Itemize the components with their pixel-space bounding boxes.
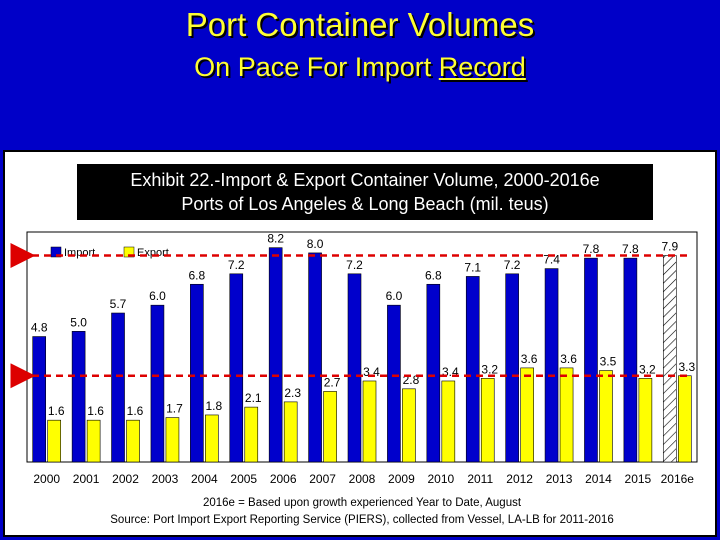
import-data-label: 7.1 [464, 260, 481, 274]
subtitle-underlined-word: Record [438, 52, 526, 82]
x-tick-label: 2002 [112, 472, 139, 486]
x-tick-label: 2013 [546, 472, 573, 486]
chart-note: 2016e = Based upon growth experienced Ye… [202, 497, 522, 509]
export-bar [323, 391, 337, 463]
import-data-label: 5.7 [110, 297, 127, 311]
import-bar [71, 331, 86, 463]
import-bar [150, 304, 165, 463]
export-bar [559, 367, 574, 463]
x-tick-label: 2005 [230, 472, 257, 486]
export-data-label: 1.6 [87, 404, 104, 418]
chart-source: Source: Port Import Export Reporting Ser… [110, 514, 614, 526]
export-data-label: 3.5 [600, 355, 617, 369]
export-data-label: 2.1 [245, 391, 262, 405]
legend-swatch-import [50, 246, 62, 258]
bar-chart: 4.8 1.6 2000 5.0 1.6 2001 5.7 1.6 2002 6.0 1.7 2003… [10, 231, 698, 486]
import-bar [387, 304, 401, 463]
import-bar [308, 252, 322, 463]
export-data-label: 3.4 [363, 365, 380, 379]
legend-label-export: Export [137, 247, 169, 259]
import-bar [505, 273, 519, 463]
x-tick-label: 2001 [73, 472, 100, 486]
x-tick-label: 2014 [585, 472, 612, 486]
import-data-label: 6.8 [425, 268, 442, 282]
chart-frame: Exhibit 22.-Import & Export Container Vo… [3, 150, 717, 537]
import-bar [190, 283, 204, 463]
import-bar [662, 255, 677, 463]
import-data-label: 7.8 [622, 242, 639, 256]
x-tick-label: 2003 [152, 472, 179, 486]
legend-label-import: Import [64, 247, 95, 259]
export-data-label: 2.3 [284, 386, 301, 400]
import-bar [426, 283, 441, 463]
export-data-label: 3.6 [521, 352, 538, 366]
import-data-label: 7.4 [543, 253, 560, 267]
import-data-label: 6.8 [189, 268, 206, 282]
x-tick-label: 2007 [309, 472, 336, 486]
import-data-label: 7.2 [228, 258, 245, 272]
export-data-label: 3.2 [481, 362, 498, 376]
export-bar [126, 419, 140, 463]
export-bar [638, 378, 653, 463]
export-bar [599, 370, 613, 463]
export-bar [86, 419, 101, 463]
export-data-label: 3.6 [560, 352, 577, 366]
import-data-label: 7.9 [661, 240, 678, 254]
import-bar [623, 257, 638, 463]
import-bar [111, 312, 125, 463]
x-tick-label: 2008 [349, 472, 376, 486]
export-bar [283, 401, 298, 463]
import-data-label: 7.8 [583, 242, 600, 256]
export-bar [677, 375, 692, 463]
chart-subtitle: Ports of Los Angeles & Long Beach (mil. … [181, 194, 549, 214]
chart-title: Exhibit 22.-Import & Export Container Vo… [130, 170, 600, 190]
legend-swatch-export [123, 246, 135, 258]
export-bar [244, 406, 259, 463]
export-data-label: 1.7 [166, 402, 183, 416]
x-tick-label: 2010 [427, 472, 454, 486]
import-data-label: 4.8 [31, 321, 48, 335]
export-bar [205, 414, 219, 463]
x-tick-label: 2009 [388, 472, 415, 486]
export-bar [441, 380, 456, 463]
import-data-label: 8.2 [267, 232, 284, 246]
export-data-label: 1.8 [206, 399, 223, 413]
import-bar [347, 273, 362, 463]
export-data-label: 3.3 [678, 360, 695, 374]
export-bar [362, 380, 377, 463]
import-bar [268, 247, 283, 463]
x-tick-label: 2016e [661, 472, 695, 486]
export-bar [47, 419, 62, 463]
x-tick-label: 2000 [33, 472, 60, 486]
chart-title-box: Exhibit 22.-Import & Export Container Vo… [77, 164, 653, 220]
slide-title: Port Container Volumes [185, 6, 535, 43]
import-data-label: 6.0 [149, 289, 166, 303]
export-data-label: 2.7 [324, 375, 341, 389]
export-data-label: 1.6 [127, 404, 144, 418]
x-tick-label: 2004 [191, 472, 218, 486]
import-data-label: 7.2 [346, 258, 363, 272]
import-bar [229, 273, 244, 463]
import-data-label: 8.0 [307, 237, 324, 251]
import-bar [544, 268, 559, 463]
x-tick-label: 2006 [270, 472, 297, 486]
export-bar [520, 367, 534, 463]
import-bar [584, 257, 598, 463]
slide-subtitle: On Pace For Import Record [0, 52, 720, 83]
x-tick-label: 2012 [506, 472, 533, 486]
export-bar [402, 388, 416, 463]
import-bar [32, 336, 47, 463]
import-bar [465, 276, 480, 463]
export-data-label: 1.6 [48, 404, 65, 418]
import-data-label: 5.0 [70, 315, 87, 329]
export-bar [165, 417, 180, 463]
import-data-label: 7.2 [504, 258, 521, 272]
x-tick-label: 2011 [467, 472, 493, 486]
x-tick-label: 2015 [625, 472, 652, 486]
subtitle-text: On Pace For Import [194, 52, 439, 82]
export-data-label: 3.2 [639, 362, 656, 376]
export-bar [480, 378, 495, 463]
import-data-label: 6.0 [386, 289, 403, 303]
